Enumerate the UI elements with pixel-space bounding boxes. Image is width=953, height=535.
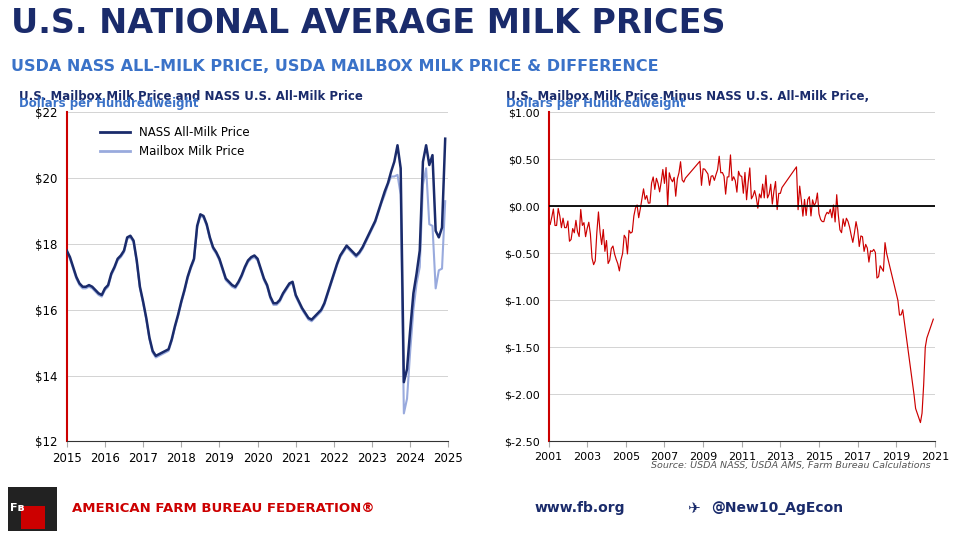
Text: U.S. Mailbox Milk Price and NASS U.S. All-Milk Price: U.S. Mailbox Milk Price and NASS U.S. Al… bbox=[19, 90, 362, 103]
Text: Dollars per Hundredweight: Dollars per Hundredweight bbox=[505, 97, 684, 110]
Text: ✈: ✈ bbox=[686, 501, 699, 516]
Text: Source: USDA NASS, USDA AMS, Farm Bureau Calculations: Source: USDA NASS, USDA AMS, Farm Bureau… bbox=[650, 461, 929, 470]
Text: Dollars per Hundredweight: Dollars per Hundredweight bbox=[19, 97, 198, 110]
Text: AMERICAN FARM BUREAU FEDERATION®: AMERICAN FARM BUREAU FEDERATION® bbox=[71, 502, 374, 515]
Text: @New10_AgEcon: @New10_AgEcon bbox=[710, 501, 841, 515]
Legend: NASS All-Milk Price, Mailbox Milk Price: NASS All-Milk Price, Mailbox Milk Price bbox=[95, 121, 254, 163]
Bar bbox=[21, 506, 45, 529]
Text: U.S. NATIONAL AVERAGE MILK PRICES: U.S. NATIONAL AVERAGE MILK PRICES bbox=[11, 7, 725, 40]
Bar bbox=[8, 487, 57, 531]
Text: U.S. Mailbox Milk Price Minus NASS U.S. All-Milk Price,: U.S. Mailbox Milk Price Minus NASS U.S. … bbox=[505, 90, 868, 103]
Text: USDA NASS ALL-MILK PRICE, USDA MAILBOX MILK PRICE & DIFFERENCE: USDA NASS ALL-MILK PRICE, USDA MAILBOX M… bbox=[11, 59, 659, 74]
Text: Fв: Fв bbox=[10, 503, 24, 513]
Text: www.fb.org: www.fb.org bbox=[534, 501, 624, 515]
